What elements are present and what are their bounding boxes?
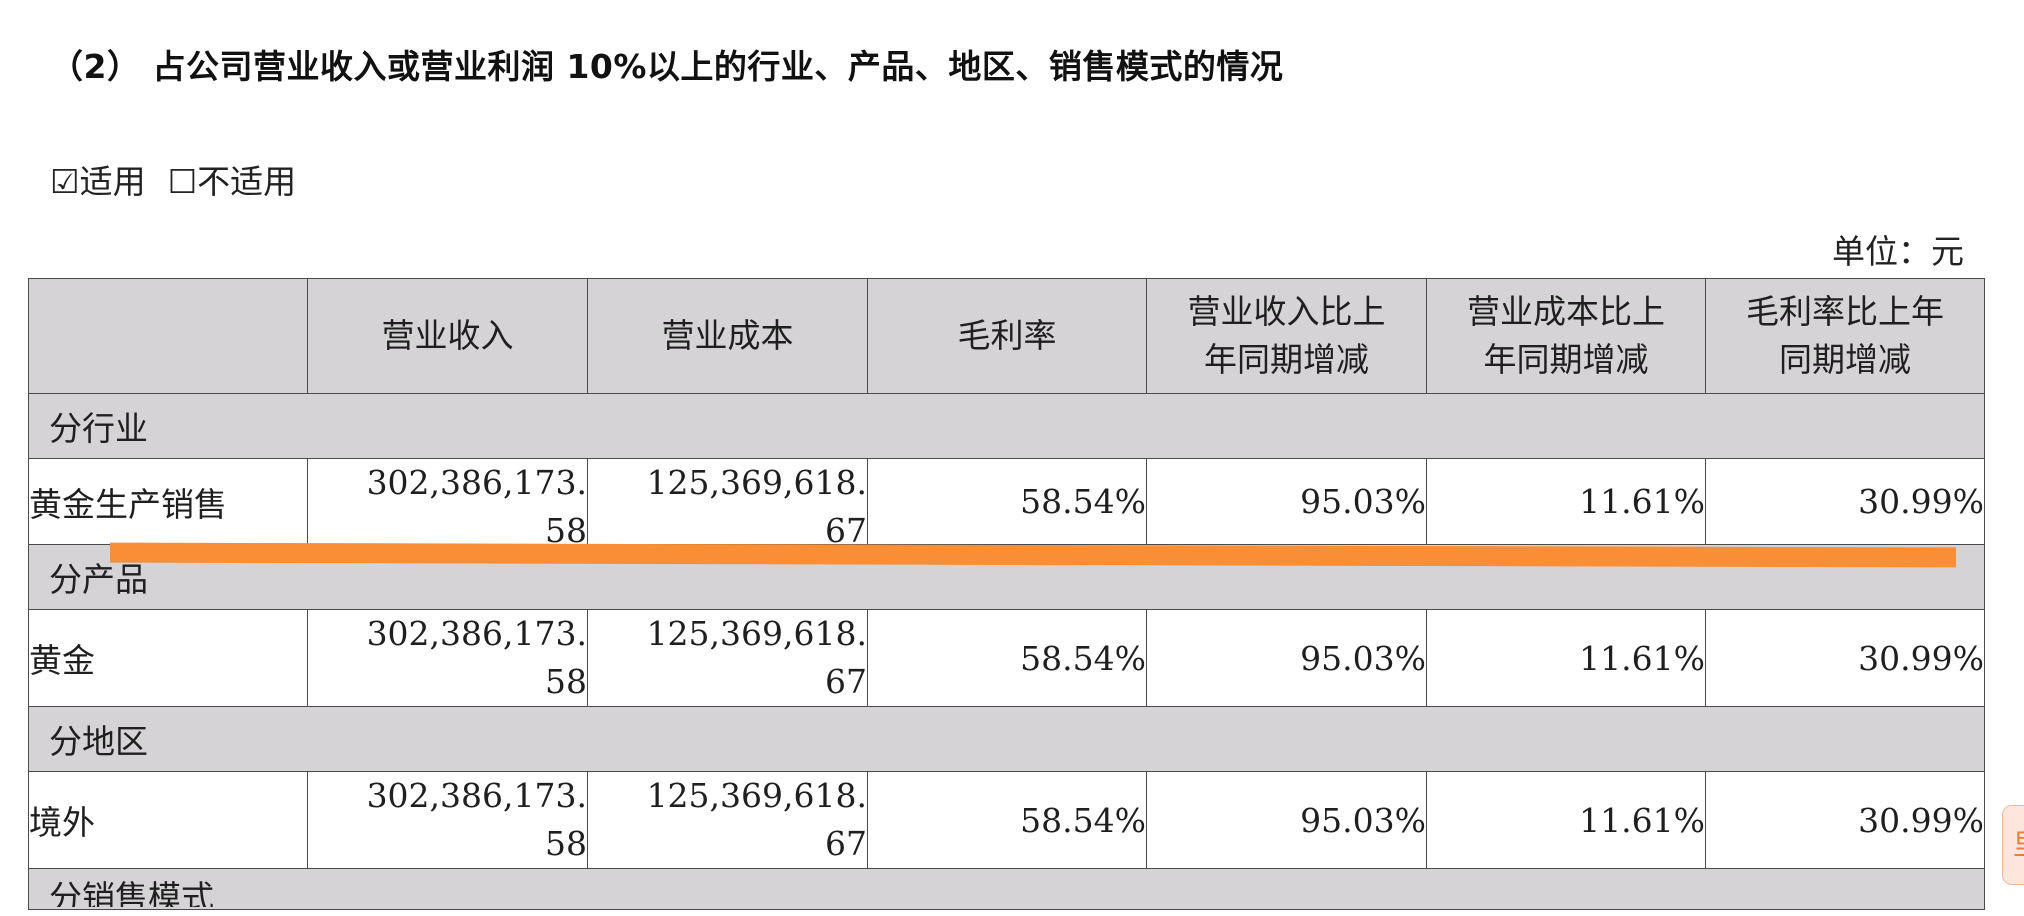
applicability-checkboxes: ☑适用 ☐不适用 — [50, 155, 296, 203]
cost-yoy-cell: 11.61% — [1426, 609, 1706, 707]
revenue-cell: 302,386,173. 58 — [307, 771, 588, 869]
table-row-region: 境外 302,386,173. 58 125,369,618. 67 58.54% … — [28, 771, 1985, 869]
revenue-yoy-cell: 95.03% — [1146, 771, 1427, 869]
not-applicable-checkbox[interactable]: ☐不适用 — [167, 162, 297, 201]
revenue-cell: 302,386,173. 58 — [307, 609, 588, 707]
cost-cell: 125,369,618. 67 — [587, 458, 868, 545]
section-heading: （2） 占公司营业收入或营业利润 10%以上的行业、产品、地区、销售模式的情况 — [50, 47, 1284, 86]
header-revenue-yoy: 营业收入比上 年同期增减 — [1146, 278, 1427, 394]
table-row-product: 黄金 302,386,173. 58 125,369,618. 67 58.54% … — [28, 609, 1985, 707]
header-revenue: 营业收入 — [307, 278, 588, 394]
section-row-sales-mode: 分销售模式 — [28, 868, 1985, 910]
margin-yoy-cell: 30.99% — [1705, 771, 1985, 869]
header-blank-cell — [28, 278, 308, 394]
table-row-industry: 黄金生产销售 302,386,173. 58 125,369,618. 67 58.… — [28, 458, 1985, 545]
margin-cell: 58.54% — [867, 609, 1147, 707]
margin-cell: 58.54% — [867, 458, 1147, 545]
table-header-row: 营业收入 营业成本 毛利率 营业收入比上 年同期增减 营业成本比上 年同期增减 毛利… — [28, 278, 1985, 394]
header-cost: 营业成本 — [587, 278, 868, 394]
cost-yoy-cell: 11.61% — [1426, 771, 1706, 869]
row-label: 黄金生产销售 — [28, 458, 308, 545]
header-gross-margin: 毛利率 — [867, 278, 1147, 394]
section-label-sales-mode: 分销售模式 — [28, 868, 1985, 910]
revenue-cell: 302,386,173. 58 — [307, 458, 588, 545]
header-margin-yoy: 毛利率比上年 同期增减 — [1705, 278, 1985, 394]
revenue-yoy-cell: 95.03% — [1146, 609, 1427, 707]
cost-cell: 125,369,618. 67 — [587, 771, 868, 869]
revenue-breakdown-table: 营业收入 营业成本 毛利率 营业收入比上 年同期增减 营业成本比上 年同期增减 毛利… — [28, 278, 1985, 910]
unit-label: 单位：元 — [1832, 232, 1964, 271]
applicable-checkbox[interactable]: ☑适用 — [50, 162, 146, 201]
margin-cell: 58.54% — [867, 771, 1147, 869]
section-label-region: 分地区 — [28, 706, 1985, 772]
section-label-industry: 分行业 — [28, 393, 1985, 459]
side-float-tab[interactable]: 里 — [2002, 805, 2024, 885]
revenue-yoy-cell: 95.03% — [1146, 458, 1427, 545]
margin-yoy-cell: 30.99% — [1705, 458, 1985, 545]
section-row-region: 分地区 — [28, 706, 1985, 772]
row-label: 境外 — [28, 771, 308, 869]
cost-yoy-cell: 11.61% — [1426, 458, 1706, 545]
cost-cell: 125,369,618. 67 — [587, 609, 868, 707]
section-row-industry: 分行业 — [28, 393, 1985, 459]
row-label: 黄金 — [28, 609, 308, 707]
margin-yoy-cell: 30.99% — [1705, 609, 1985, 707]
header-cost-yoy: 营业成本比上 年同期增减 — [1426, 278, 1706, 394]
